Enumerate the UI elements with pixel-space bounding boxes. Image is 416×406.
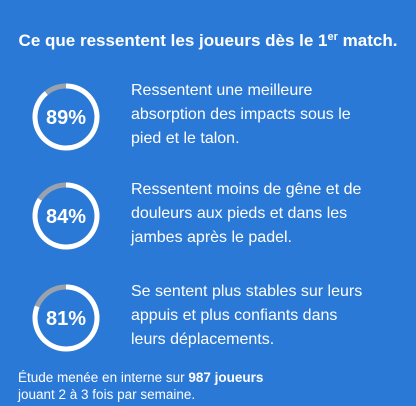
footnote-bold: 987 joueurs	[188, 370, 263, 385]
item-text: Ressentent une meilleure	[131, 82, 313, 99]
item-text: absorption des impacts sous le	[131, 106, 351, 123]
item-text: Ressentent moins de gêne et de	[131, 181, 361, 198]
title-sup: er	[328, 31, 339, 43]
footnote: jouant 2 à 3 fois par semaine.	[17, 387, 195, 402]
item-text: Se sentent plus stables sur leurs	[131, 283, 362, 300]
item-text: jambes après le padel.	[130, 229, 292, 246]
ring-arc	[32, 182, 100, 250]
ring-arc	[32, 83, 100, 151]
title: Ce que ressentent les joueurs dès le 1er…	[19, 31, 398, 50]
ring-label: 84%	[46, 206, 86, 228]
item-text: leurs déplacements.	[131, 331, 274, 348]
title-text: match.	[338, 31, 398, 50]
ring-label: 89%	[46, 107, 86, 129]
footnote: Étude menée en interne sur 987 joueurs	[18, 370, 263, 385]
item-text: pied et le talon.	[131, 130, 240, 147]
footnote-text: Étude menée en interne sur	[18, 370, 188, 385]
item-text: douleurs aux pieds et dans les	[131, 205, 347, 222]
item-text: appuis et plus confiants dans	[131, 307, 337, 324]
ring-arc	[32, 284, 100, 352]
ring-label: 81%	[46, 308, 86, 330]
title-text: Ce que ressentent les joueurs dès le 1	[19, 31, 328, 50]
